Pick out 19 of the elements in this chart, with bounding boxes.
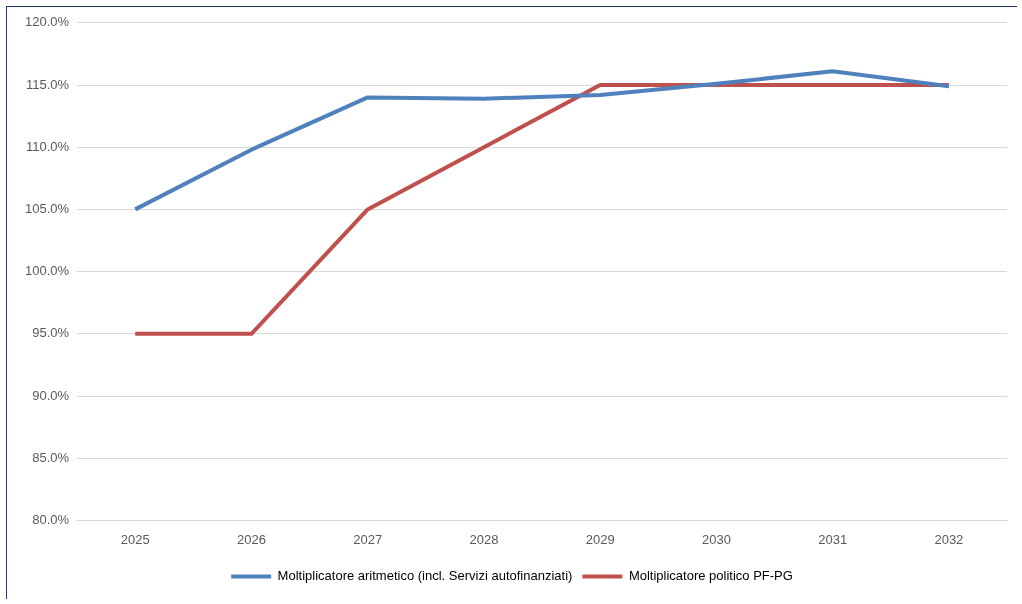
- y-tick-label: 105.0%: [25, 200, 70, 216]
- y-tick-label: 100.0%: [25, 263, 70, 279]
- y-tick-label: 95.0%: [32, 325, 70, 341]
- x-tick-label: 2030: [701, 531, 731, 547]
- x-tick-label: 2032: [934, 531, 964, 547]
- legend-label: Moltiplicatore politico PF-PG: [628, 568, 793, 584]
- y-tick-label: 85.0%: [32, 449, 70, 465]
- y-tick-label: 120.0%: [25, 14, 70, 30]
- x-tick-label: 2029: [585, 531, 615, 547]
- y-tick-label: 110.0%: [25, 138, 70, 154]
- x-tick-label: 2028: [469, 531, 499, 547]
- legend-label: Moltiplicatore aritmetico (incl. Servizi autofinanziati): [277, 568, 573, 584]
- y-tick-label: 90.0%: [32, 387, 70, 403]
- x-tick-label: 2025: [120, 531, 150, 547]
- x-tick-label: 2026: [236, 531, 266, 547]
- x-tick-label: 2027: [353, 531, 383, 547]
- y-tick-label: 115.0%: [25, 76, 70, 92]
- y-tick-label: 80.0%: [32, 511, 70, 527]
- x-tick-label: 2031: [818, 531, 848, 547]
